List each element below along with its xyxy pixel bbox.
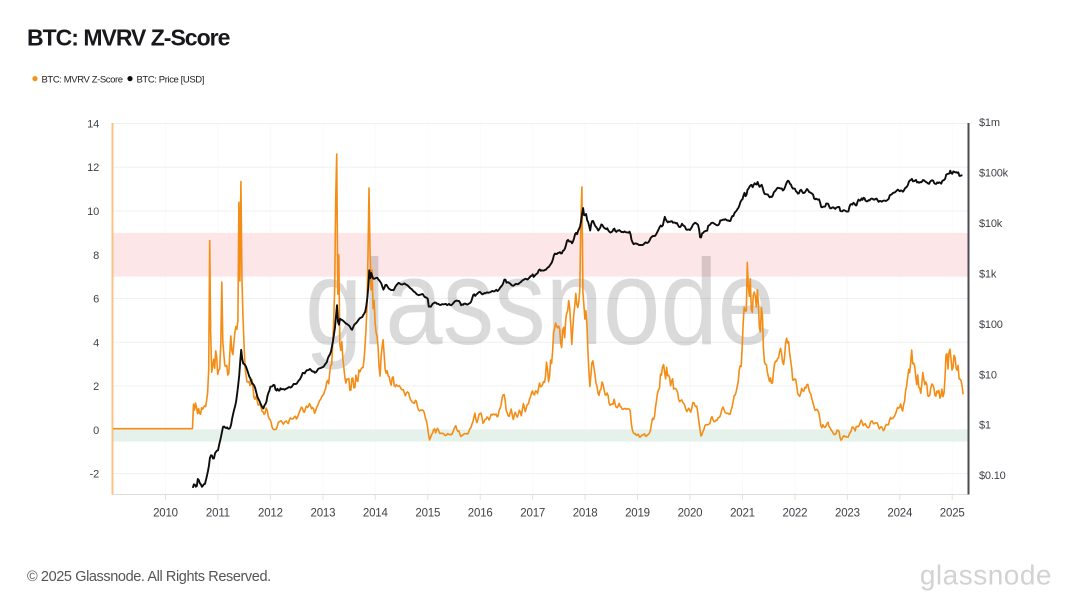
svg-text:4: 4 <box>93 337 99 349</box>
svg-text:$1: $1 <box>979 420 991 432</box>
svg-text:12: 12 <box>87 162 99 174</box>
svg-text:2019: 2019 <box>625 508 650 520</box>
svg-text:$10k: $10k <box>979 218 1003 230</box>
svg-text:glassnode: glassnode <box>920 560 1052 591</box>
svg-text:2015: 2015 <box>415 508 440 520</box>
svg-text:2025: 2025 <box>940 508 965 520</box>
svg-text:BTC: MVRV Z-Score: BTC: MVRV Z-Score <box>42 74 123 85</box>
svg-text:2011: 2011 <box>206 508 230 520</box>
svg-text:BTC: Price [USD]: BTC: Price [USD] <box>137 74 205 85</box>
svg-text:2020: 2020 <box>678 508 703 520</box>
svg-text:$100: $100 <box>979 319 1003 331</box>
svg-text:-2: -2 <box>90 469 99 481</box>
svg-text:10: 10 <box>87 206 99 218</box>
svg-text:2023: 2023 <box>835 508 860 520</box>
svg-text:6: 6 <box>93 294 99 306</box>
svg-text:2021: 2021 <box>730 508 755 520</box>
svg-text:$1m: $1m <box>979 117 1000 129</box>
svg-text:BTC: MVRV Z-Score: BTC: MVRV Z-Score <box>27 25 230 51</box>
svg-text:© 2025 Glassnode. All Rights R: © 2025 Glassnode. All Rights Reserved. <box>27 569 271 585</box>
svg-text:$0.10: $0.10 <box>979 470 1006 482</box>
svg-text:2016: 2016 <box>468 508 493 520</box>
svg-text:2012: 2012 <box>258 508 283 520</box>
svg-text:2014: 2014 <box>363 508 389 520</box>
svg-text:0: 0 <box>93 425 99 437</box>
svg-text:14: 14 <box>87 119 99 131</box>
svg-text:$10: $10 <box>979 369 997 381</box>
svg-text:2: 2 <box>93 381 99 393</box>
svg-text:2017: 2017 <box>520 508 545 520</box>
svg-text:2010: 2010 <box>153 508 178 520</box>
svg-text:2024: 2024 <box>887 508 913 520</box>
svg-text:2013: 2013 <box>311 508 336 520</box>
svg-text:$100k: $100k <box>979 168 1009 180</box>
svg-text:$1k: $1k <box>979 268 997 280</box>
svg-text:glassnode: glassnode <box>305 234 775 370</box>
svg-text:2018: 2018 <box>573 508 598 520</box>
svg-text:2022: 2022 <box>783 508 808 520</box>
svg-text:8: 8 <box>93 250 99 262</box>
